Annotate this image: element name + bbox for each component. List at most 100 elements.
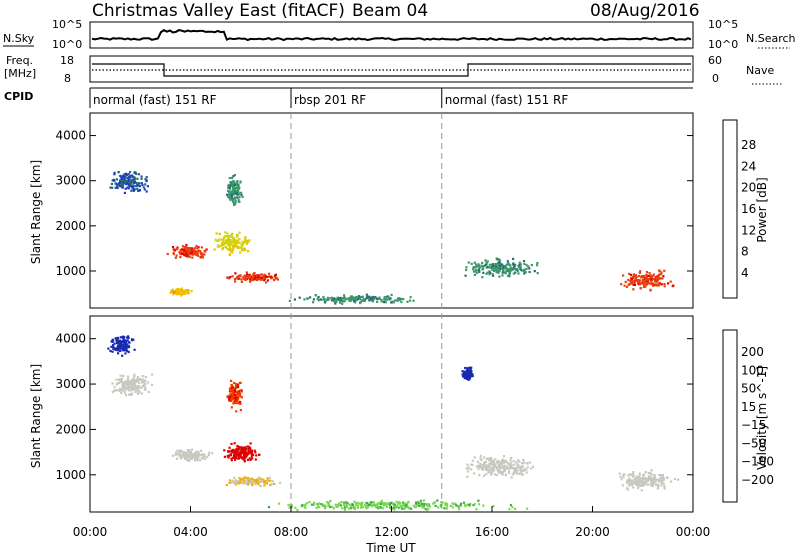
heatmap-cell [329,505,332,508]
heatmap-cell [232,179,235,182]
heatmap-cell [627,484,630,487]
heatmap-cell [233,453,236,456]
heatmap-cell [230,399,233,402]
heatmap-cell [132,379,135,382]
heatmap-cell [388,503,391,507]
heatmap-cell [172,253,175,256]
heatmap-cell [508,273,511,276]
heatmap-cell [528,270,531,274]
heatmap-cell [422,499,426,502]
heatmap-cell [233,238,236,241]
heatmap-cell [116,389,119,392]
heatmap-cell [240,446,243,449]
heatmap-cell [520,466,523,469]
heatmap-cell [392,301,395,304]
heatmap-cell [467,378,470,381]
heatmap-cell [249,458,252,461]
heatmap-cell [509,267,512,270]
heatmap-cell [652,480,655,483]
heatmap-cell [654,483,658,486]
heatmap-cell [201,457,204,460]
heatmap-cell [230,251,233,254]
heatmap-cell [360,299,363,302]
heatmap-cell [644,471,647,474]
heatmap-cell [461,370,464,373]
heatmap-cell [233,476,236,479]
heatmap-cell [132,188,135,191]
heatmap-cell [223,449,226,452]
heatmap-cell [630,276,633,279]
heatmap-cell [393,508,396,511]
heatmap-cell [641,480,644,484]
heatmap-cell [131,382,134,385]
heatmap-cell [243,247,246,250]
heatmap-cell [238,448,241,451]
heatmap-cell [499,461,502,464]
heatmap-cell [237,398,240,401]
heatmap-cell [258,476,261,479]
heatmap-cell [443,507,446,510]
heatmap-cell [345,506,348,509]
heatmap-cell [121,384,124,387]
heatmap-cell [241,195,244,198]
heatmap-cell [669,280,672,283]
heatmap-cell [201,256,204,259]
heatmap-cell [628,480,631,483]
heatmap-cell [353,297,356,300]
heatmap-cell [652,482,655,485]
power-panel-frame [89,112,694,309]
heatmap-cell [391,501,394,504]
heatmap-cell [189,247,192,250]
heatmap-cell [249,278,252,281]
heatmap-cell [233,401,236,405]
heatmap-cell [183,249,186,252]
heatmap-cell [231,248,234,251]
heatmap-cell [303,298,306,301]
heatmap-cell [126,186,129,189]
heatmap-cell [228,446,231,449]
heatmap-cell [178,452,181,455]
heatmap-cell [112,344,115,347]
heatmap-cell [483,456,486,459]
heatmap-cell [117,346,120,350]
heatmap-cell [211,452,214,455]
heatmap-cell [298,296,301,299]
heatmap-cell [498,464,501,467]
heatmap-cell [122,182,125,185]
heatmap-cell [175,288,178,292]
heatmap-cell [257,275,260,279]
heatmap-cell [265,281,268,284]
heatmap-cell [191,253,194,256]
heatmap-cell [376,502,379,505]
heatmap-cell [135,388,138,391]
heatmap-cell [508,463,511,466]
heatmap-cell [191,247,194,250]
heatmap-cell [186,455,189,459]
heatmap-cell [493,469,496,472]
heatmap-cell [502,461,505,464]
heatmap-cell [228,481,231,484]
heatmap-cell [125,172,128,175]
heatmap-cell [532,465,535,468]
heatmap-cell [339,299,342,302]
heatmap-cell [511,268,514,272]
heatmap-cell [341,300,344,303]
heatmap-cell [182,289,185,292]
heatmap-cell [264,275,267,278]
cpid-segment-label: normal (fast) 151 RF [445,93,569,107]
heatmap-cell [637,481,641,484]
heatmap-cell [504,467,507,470]
heatmap-cell [131,180,134,183]
heatmap-cell [118,349,121,352]
heatmap-cell [111,350,114,353]
heatmap-cell [196,459,199,462]
heatmap-cell [123,349,126,352]
heatmap-cell [620,283,623,286]
heatmap-cell [386,502,390,505]
heatmap-cell [528,461,532,464]
heatmap-cell [421,502,424,505]
nsearch-tick-top: 10^5 [708,18,738,31]
heatmap-cell [234,458,237,461]
heatmap-cell [130,175,133,178]
heatmap-cell [184,291,187,294]
